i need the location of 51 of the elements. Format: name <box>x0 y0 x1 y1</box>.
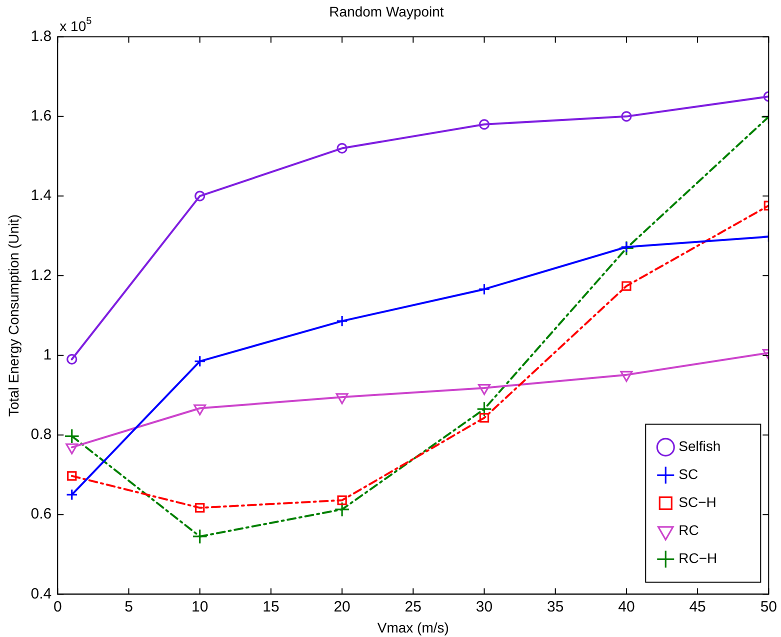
x-axis-title: Vmax (m/s) <box>377 619 449 636</box>
point <box>621 111 632 122</box>
y-tick-label: 1.2 <box>30 266 52 284</box>
point <box>336 393 348 404</box>
legend-label: RC <box>678 522 699 538</box>
x-tick-label: 10 <box>192 598 208 616</box>
point <box>478 119 490 130</box>
legend-label: SC−H <box>678 494 716 510</box>
y-tick-label: 0.8 <box>30 426 52 444</box>
x-tick-label: 35 <box>547 598 564 616</box>
point <box>334 502 350 518</box>
point <box>192 528 208 544</box>
y-axis-title: Total Energy Consumption (Unit) <box>5 214 22 417</box>
point <box>194 404 206 416</box>
x-tick-label: 25 <box>404 598 422 616</box>
x-tick-label: 50 <box>760 598 777 616</box>
point <box>64 428 80 444</box>
point <box>620 370 633 382</box>
x-tick-label: 20 <box>334 598 350 616</box>
y-tick-label: 1.6 <box>30 108 52 125</box>
point <box>66 354 78 365</box>
x-tick-label: 15 <box>262 598 280 616</box>
point <box>478 384 491 396</box>
point <box>194 190 206 202</box>
x-tick-label: 40 <box>618 598 635 616</box>
point <box>66 488 78 501</box>
point <box>336 315 348 327</box>
legend-label: Selfish <box>678 438 721 454</box>
point <box>620 241 632 253</box>
x-tick-label: 45 <box>689 598 706 616</box>
point <box>476 401 492 417</box>
y-tick-label: 1.8 <box>30 28 52 45</box>
point <box>478 283 490 296</box>
point <box>337 495 347 506</box>
point <box>195 502 205 513</box>
x-tick-label: 0 <box>53 598 62 616</box>
x-tick-label: 5 <box>124 598 133 616</box>
point <box>66 443 78 454</box>
y-tick-label: 0.6 <box>30 506 52 523</box>
point <box>67 471 77 481</box>
point <box>479 412 490 423</box>
point <box>622 281 632 291</box>
point <box>336 142 348 154</box>
legend-label: SC <box>678 466 698 482</box>
legend-label: RC−H <box>678 550 718 566</box>
chart-title: Random Waypoint <box>329 3 444 20</box>
x-tick-label: 30 <box>476 598 493 616</box>
y-tick-label: 0.4 <box>30 585 52 602</box>
point <box>194 355 206 368</box>
y-tick-label: 1.4 <box>30 187 52 204</box>
y-tick-label: 1 <box>43 346 52 364</box>
